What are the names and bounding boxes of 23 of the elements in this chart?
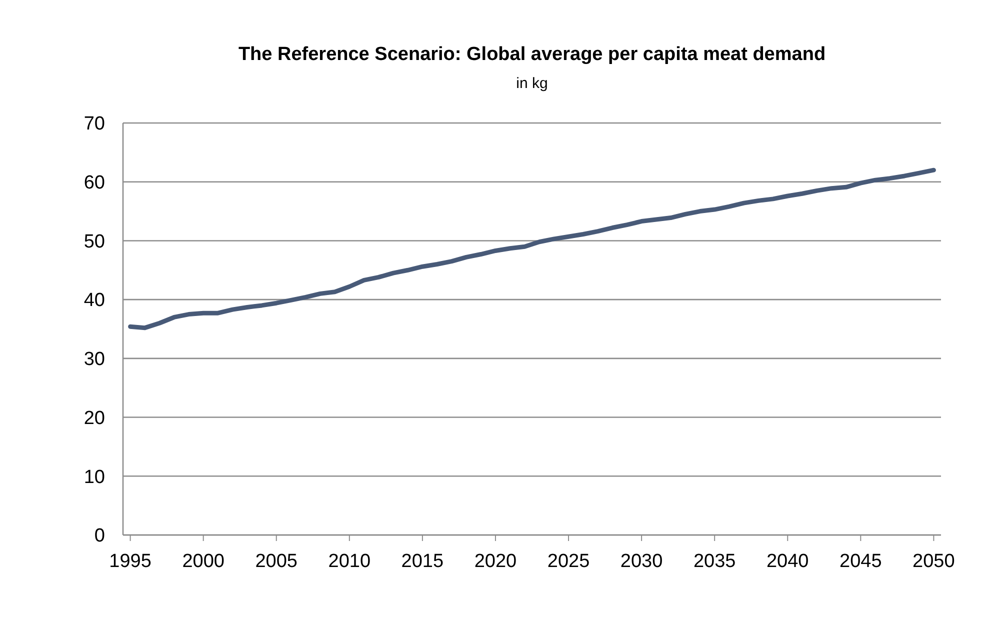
x-tick-label: 2020 [474, 551, 517, 572]
x-tick-label: 2035 [693, 551, 736, 572]
y-tick-label: 70 [84, 114, 105, 135]
y-tick-label: 50 [84, 231, 105, 252]
x-tick-label: 2050 [912, 551, 955, 572]
line-series [128, 168, 936, 330]
y-tick-label: 60 [84, 172, 105, 194]
x-tick-label: 2005 [255, 551, 298, 572]
chart-title: The Reference Scenario: Global average per capita meat demand [238, 44, 826, 65]
x-tick-label: 2030 [620, 551, 663, 572]
x-tick-label: 1995 [109, 551, 152, 572]
x-tick-label: 2015 [401, 551, 444, 572]
x-tick-label: 2040 [766, 551, 809, 572]
chart-subtitle: in kg [516, 75, 548, 92]
y-tick-label: 10 [84, 466, 105, 488]
x-tick-label: 2010 [328, 551, 371, 572]
y-tick-label: 20 [84, 408, 105, 429]
x-tick-label: 2045 [840, 551, 882, 572]
y-tick-label: 0 [94, 526, 105, 547]
x-tick-label: 2025 [547, 551, 590, 572]
y-tick-label: 40 [84, 290, 105, 312]
y-tick-label: 30 [84, 349, 105, 370]
x-tick-label: 2000 [182, 551, 224, 572]
